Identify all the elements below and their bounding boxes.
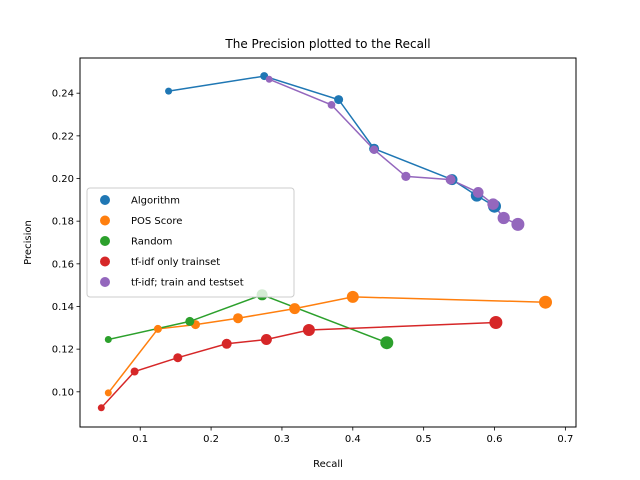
- y-tick-label: 0.12: [52, 345, 74, 356]
- x-axis-label: Recall: [313, 459, 343, 470]
- series-point-2: [185, 316, 195, 326]
- series-point-0: [334, 95, 344, 105]
- axes-frame: [79, 57, 577, 428]
- x-axis: 0.1 0.2 0.3 0.4 0.5 0.6 0.7: [132, 427, 573, 445]
- legend-marker-1: [100, 215, 110, 226]
- y-tick-label: 0.16: [52, 259, 74, 270]
- plot-area: [97, 72, 552, 412]
- y-axis-label: Precision: [23, 220, 34, 265]
- series-point-1: [289, 303, 301, 315]
- y-axis: 0.10 0.12 0.14 0.16 0.18 0.20 0.22 0.24: [52, 89, 80, 398]
- legend-label-4: tf-idf; train and testset: [131, 278, 244, 289]
- series-point-2: [380, 336, 394, 350]
- series-point-1: [539, 295, 552, 309]
- y-tick-label: 0.20: [52, 174, 74, 185]
- legend-box: [86, 187, 295, 298]
- series-point-1: [153, 324, 162, 333]
- series-point-4: [401, 171, 411, 182]
- series-point-1: [104, 389, 112, 397]
- x-tick-label: 0.3: [274, 434, 290, 445]
- series-point-3: [302, 324, 315, 336]
- x-tick-label: 0.1: [132, 434, 148, 445]
- series-point-1: [233, 313, 243, 324]
- x-tick-label: 0.6: [487, 434, 503, 445]
- legend-marker-3: [100, 256, 110, 267]
- y-tick-label: 0.22: [52, 131, 74, 142]
- chart-title: The Precision plotted to the Recall: [224, 37, 430, 51]
- x-tick-label: 0.4: [345, 434, 361, 445]
- series-point-4: [497, 211, 510, 225]
- series-point-3: [130, 367, 139, 376]
- series-point-3: [173, 353, 183, 363]
- legend-label-1: POS Score: [131, 216, 182, 227]
- x-tick-label: 0.7: [557, 434, 573, 445]
- series-point-0: [165, 87, 173, 95]
- legend-label-0: Algorithm: [131, 196, 180, 207]
- series-point-3: [260, 334, 272, 345]
- y-tick-label: 0.10: [52, 387, 74, 398]
- legend-marker-0: [100, 195, 110, 205]
- series-point-4: [445, 174, 456, 185]
- series-point-4: [369, 145, 379, 154]
- x-tick-label: 0.2: [203, 434, 219, 445]
- legend-marker-4: [100, 277, 110, 287]
- series-point-4: [511, 217, 525, 231]
- series-point-3: [221, 338, 232, 349]
- series-point-1: [346, 290, 359, 303]
- legend-label-2: Random: [131, 237, 172, 248]
- x-tick-label: 0.5: [416, 434, 432, 445]
- series-point-4: [487, 198, 499, 210]
- series-point-3: [489, 316, 503, 329]
- y-tick-label: 0.14: [52, 302, 74, 313]
- series-point-3: [97, 404, 105, 412]
- series-point-4: [327, 101, 336, 109]
- legend-label-3: tf-idf only trainset: [131, 257, 220, 268]
- legend-marker-2: [100, 236, 110, 246]
- series-point-4: [472, 187, 484, 198]
- series-point-2: [104, 336, 112, 343]
- series-line-2: [108, 293, 388, 344]
- y-tick-label: 0.24: [52, 89, 74, 100]
- legend: Algorithm POS Score Random tf-idf only trai…: [86, 187, 295, 298]
- y-tick-label: 0.18: [52, 217, 74, 228]
- series-point-4: [265, 75, 273, 83]
